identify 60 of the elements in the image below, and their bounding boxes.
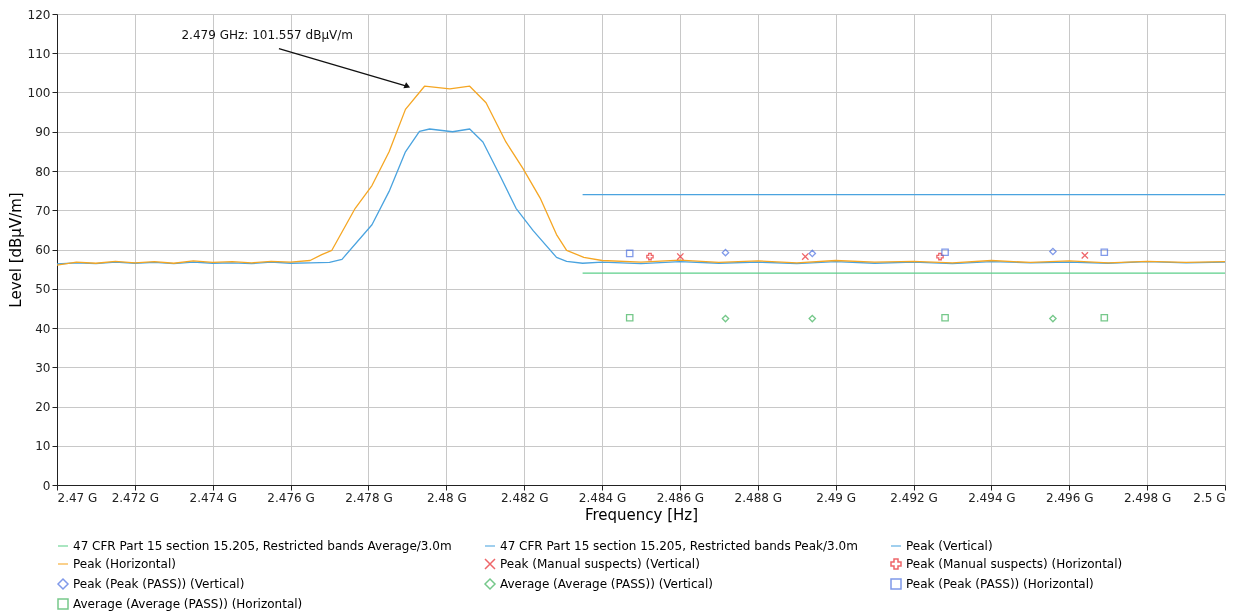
x-tick-label: 2.496 G xyxy=(1046,490,1094,505)
y-tick-label: 100 xyxy=(27,86,51,100)
x-tick-label: 2.482 G xyxy=(500,490,549,505)
y-tick-label: 50 xyxy=(35,282,51,297)
point xyxy=(1049,247,1057,256)
point xyxy=(625,313,634,322)
point xyxy=(936,252,944,261)
y-tick-label: 30 xyxy=(35,360,51,375)
legend-label: Average (Average (PASS)) (Horizontal) xyxy=(73,597,303,611)
legend-label: Peak (Manual suspects) (Vertical) xyxy=(500,557,700,571)
y-tick-label: 70 xyxy=(35,203,51,218)
point xyxy=(808,314,817,323)
y-tick-label: 40 xyxy=(35,321,51,336)
y-tick-label: 60 xyxy=(35,243,51,257)
point xyxy=(941,248,949,257)
x-tick-label: 2.494 G xyxy=(968,490,1016,505)
point xyxy=(1049,314,1057,323)
point xyxy=(1081,251,1089,260)
point xyxy=(721,314,730,323)
point xyxy=(676,252,685,261)
y-tick-label: 10 xyxy=(35,439,51,454)
y-axis-title: Level [dBµV/m] xyxy=(6,192,25,308)
point xyxy=(808,249,817,258)
x-tick-label: 2.49 G xyxy=(816,490,857,505)
x-tick-label: 2.484 G xyxy=(578,490,627,505)
legend-label: Average (Average (PASS)) (Vertical) xyxy=(500,577,713,591)
point xyxy=(1100,313,1109,322)
y-tick-label: 0 xyxy=(42,478,51,493)
y-tick-label: 80 xyxy=(35,164,51,179)
legend-label: 47 CFR Part 15 section 15.205, Restricted bands Average/3.0m xyxy=(73,539,452,553)
annotation: 2.479 GHz: 101.557 dBµV/m xyxy=(181,27,353,42)
legend-label: Peak (Horizontal) xyxy=(73,557,176,571)
y-tick-label: 20 xyxy=(35,400,51,414)
y-tick-label: 110 xyxy=(27,46,51,61)
x-tick-label: 2.486 G xyxy=(656,490,705,505)
x-tick-label: 2.476 G xyxy=(267,490,315,505)
legend-label: Peak (Vertical) xyxy=(906,539,993,553)
y-tick-label: 90 xyxy=(35,125,51,140)
line-series xyxy=(57,128,1225,265)
x-axis-title: Frequency [Hz] xyxy=(584,505,699,524)
point xyxy=(801,252,810,261)
x-tick-label: 2.488 G xyxy=(734,490,783,505)
y-tick-label: 120 xyxy=(27,7,51,22)
point xyxy=(1100,248,1109,257)
point xyxy=(625,249,634,258)
legend-label: 47 CFR Part 15 section 15.205, Restricted bands Peak/3.0m xyxy=(500,539,858,553)
x-tick-label: 2.498 G xyxy=(1123,490,1172,505)
legend-label: Peak (Peak (PASS)) (Vertical) xyxy=(73,577,245,591)
x-tick-label: 2.48 G xyxy=(426,490,467,505)
x-tick-label: 2.474 G xyxy=(189,490,237,505)
legend-label: Peak (Manual suspects) (Horizontal) xyxy=(906,557,1123,571)
point xyxy=(941,313,949,322)
x-tick-label: 2.492 G xyxy=(890,490,938,505)
x-tick-label: 2.5 G xyxy=(1193,490,1226,505)
line-series xyxy=(57,85,1225,266)
x-tick-label: 2.47 G xyxy=(57,490,98,505)
x-tick-label: 2.478 G xyxy=(345,490,393,505)
point xyxy=(646,252,654,261)
legend-label: Peak (Peak (PASS)) (Horizontal) xyxy=(906,577,1094,591)
x-tick-label: 2.472 G xyxy=(111,490,160,505)
